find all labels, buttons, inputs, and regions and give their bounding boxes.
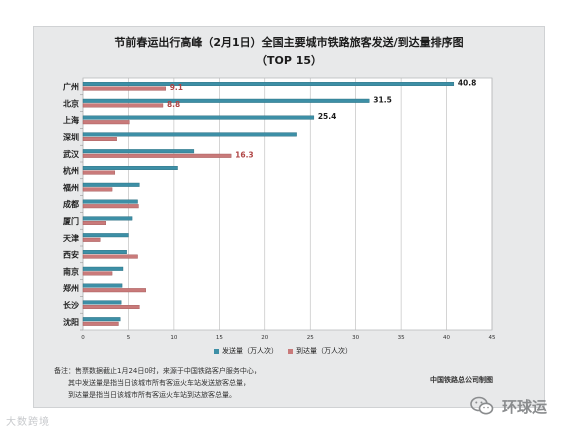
bar-arrive xyxy=(82,153,232,158)
x-tick-label: 35 xyxy=(398,335,405,341)
y-category-label: 沈阳 xyxy=(63,317,79,327)
y-category-label: 成都 xyxy=(63,199,79,209)
y-category-label: 南京 xyxy=(63,266,79,276)
x-tick-label: 20 xyxy=(261,335,268,341)
y-category-label: 郑州 xyxy=(63,283,79,293)
x-tick-label: 0 xyxy=(81,335,85,341)
bar-arrive xyxy=(82,220,106,225)
bar-arrive xyxy=(82,305,140,310)
bar-arrive xyxy=(82,204,139,209)
bar-send xyxy=(82,266,124,271)
bar-send xyxy=(82,165,178,170)
y-category-label: 杭州 xyxy=(63,166,79,176)
legend-item-send: 发送量（万人次） xyxy=(214,346,278,356)
bar-arrive xyxy=(82,86,166,91)
bar-send xyxy=(82,149,195,154)
data-label: 31.5 xyxy=(373,95,392,104)
y-category-label: 武汉 xyxy=(63,149,80,159)
bar-send xyxy=(82,115,315,120)
bar-send xyxy=(82,249,127,254)
legend-swatch-send xyxy=(214,348,219,354)
wechat-icon xyxy=(470,396,494,415)
y-category-label: 广州 xyxy=(63,82,79,92)
bar-arrive xyxy=(82,321,119,326)
bar-arrive xyxy=(82,120,130,125)
data-label: 9.1 xyxy=(170,83,183,92)
data-label: 8.8 xyxy=(167,100,180,109)
source-credit: 中国铁路总公司制图 xyxy=(430,376,493,384)
x-tick-label: 15 xyxy=(216,335,223,341)
bar-arrive xyxy=(82,136,117,141)
data-label: 40.8 xyxy=(458,79,477,88)
bar-arrive xyxy=(82,288,146,293)
y-category-label: 北京 xyxy=(63,98,79,108)
legend-swatch-arrive xyxy=(288,348,293,354)
bar-send xyxy=(82,98,370,103)
bar-arrive xyxy=(82,187,113,192)
x-tick-label: 5 xyxy=(127,335,131,341)
bar-send xyxy=(82,199,138,204)
footnote-line: 备注：售票数据截止1月24日0时，来源于中国铁路客户服务中心， xyxy=(54,367,261,375)
bar-send xyxy=(82,81,455,86)
bar-send xyxy=(82,182,140,187)
x-tick-label: 40 xyxy=(443,335,450,341)
y-category-label: 厦门 xyxy=(63,216,79,226)
watermark-left: 大数跨境 xyxy=(6,417,50,428)
chart-subtitle: （TOP 15） xyxy=(255,54,323,67)
bar-arrive xyxy=(82,170,116,175)
x-tick-label: 10 xyxy=(170,335,177,341)
footnote-line: 到达量是指当日该城市所有客运火车站到达旅客总量。 xyxy=(68,391,236,399)
bar-arrive xyxy=(82,254,138,259)
y-category-label: 长沙 xyxy=(63,300,79,310)
data-label: 25.4 xyxy=(318,112,337,121)
y-category-label: 深圳 xyxy=(63,132,79,142)
bar-send xyxy=(82,300,122,305)
legend-item-arrive: 到达量（万人次） xyxy=(288,346,352,356)
bar-send xyxy=(82,283,123,288)
data-label: 16.3 xyxy=(235,150,254,159)
bar-arrive xyxy=(82,103,164,108)
bar-send xyxy=(82,317,121,322)
y-category-label: 福州 xyxy=(62,182,79,192)
bar-send xyxy=(82,132,297,137)
legend-label-arrive: 到达量（万人次） xyxy=(296,347,352,355)
chart-title: 节前春运出行高峰（2月1日）全国主要城市铁路旅客发送/到达量排序图 xyxy=(114,36,464,49)
watermark-right: 环球运 xyxy=(502,398,548,416)
x-tick-label: 45 xyxy=(489,335,496,341)
legend-label-send: 发送量（万人次） xyxy=(222,347,278,355)
x-tick-label: 25 xyxy=(307,335,314,341)
footnote: 备注：售票数据截止1月24日0时，来源于中国铁路客户服务中心， 其中发送量是指当… xyxy=(54,365,261,401)
footnote-line: 其中发送量是指当日该城市所有客运火车站发送旅客总量， xyxy=(68,379,250,387)
bar-arrive xyxy=(82,237,101,242)
bar-send xyxy=(82,233,129,238)
bar-send xyxy=(82,216,133,221)
y-category-label: 上海 xyxy=(63,115,79,125)
y-category-label: 天津 xyxy=(63,233,79,243)
x-tick-label: 30 xyxy=(352,335,359,341)
y-category-label: 西安 xyxy=(63,250,79,260)
bar-arrive xyxy=(82,271,113,276)
